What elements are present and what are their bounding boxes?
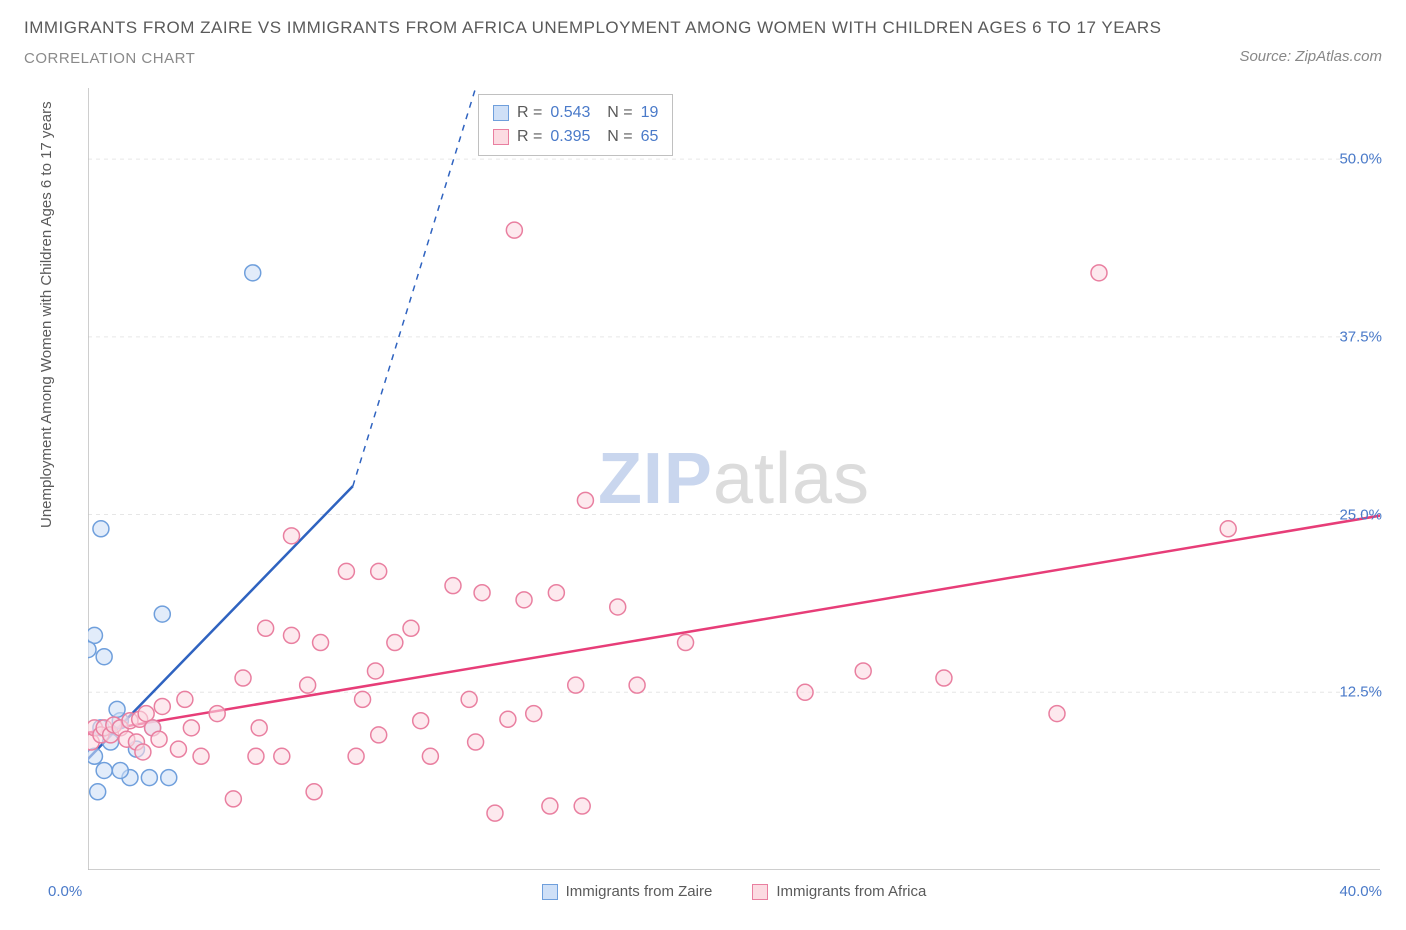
stat-n-series-2: 65 xyxy=(641,125,659,149)
plot-area: ZIPatlas R = 0.543 N = 19 R = 0.395 N = … xyxy=(88,88,1380,870)
swatch-series-2 xyxy=(752,884,768,900)
legend-item-series-1: Immigrants from Zaire xyxy=(542,883,713,900)
legend-item-series-2: Immigrants from Africa xyxy=(752,883,926,900)
stat-label-n: N = xyxy=(598,125,632,149)
chart-subtitle: CORRELATION CHART xyxy=(24,50,1406,67)
x-min-label: 0.0% xyxy=(48,883,82,900)
y-axis-label: Unemployment Among Women with Children A… xyxy=(38,101,55,528)
source-attribution: Source: ZipAtlas.com xyxy=(1239,48,1382,65)
stat-n-series-1: 19 xyxy=(641,101,659,125)
swatch-series-2 xyxy=(493,129,509,145)
stat-r-series-2: 0.395 xyxy=(550,125,590,149)
correlation-chart: Unemployment Among Women with Children A… xyxy=(58,88,1380,870)
swatch-series-1 xyxy=(493,105,509,121)
chart-title: IMMIGRANTS FROM ZAIRE VS IMMIGRANTS FROM… xyxy=(24,18,1406,38)
correlation-stats-box: R = 0.543 N = 19 R = 0.395 N = 65 xyxy=(478,94,673,156)
legend-label-series-2: Immigrants from Africa xyxy=(776,883,926,900)
y-tick-label: 12.5% xyxy=(1339,684,1382,701)
y-tick-label: 50.0% xyxy=(1339,151,1382,168)
x-max-label: 40.0% xyxy=(1339,883,1382,900)
stats-row-series-2: R = 0.395 N = 65 xyxy=(493,125,658,149)
scatter-plot-svg xyxy=(88,88,1380,870)
legend-label-series-1: Immigrants from Zaire xyxy=(566,883,713,900)
stat-r-series-1: 0.543 xyxy=(550,101,590,125)
y-tick-label: 25.0% xyxy=(1339,506,1382,523)
stats-row-series-1: R = 0.543 N = 19 xyxy=(493,101,658,125)
swatch-series-1 xyxy=(542,884,558,900)
stat-label-r: R = xyxy=(517,125,542,149)
stat-label-n: N = xyxy=(598,101,632,125)
x-axis-legend: Immigrants from Zaire Immigrants from Af… xyxy=(88,883,1380,900)
y-tick-label: 37.5% xyxy=(1339,328,1382,345)
stat-label-r: R = xyxy=(517,101,542,125)
